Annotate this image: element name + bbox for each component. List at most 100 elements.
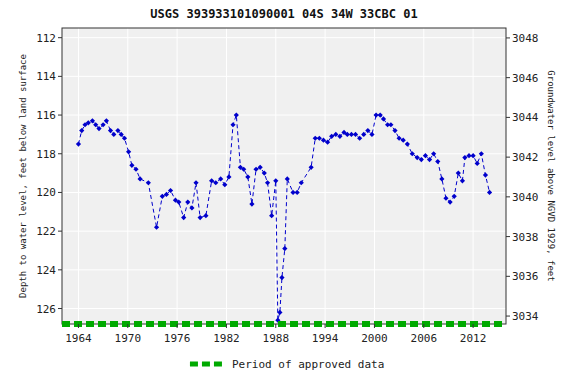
tick-label: 3044 — [512, 111, 539, 124]
tick-label: 2000 — [361, 332, 388, 345]
tick — [177, 324, 178, 328]
marker — [146, 180, 151, 185]
marker — [203, 213, 208, 218]
marker — [419, 157, 424, 162]
marker — [189, 205, 194, 210]
marker — [361, 132, 366, 137]
tick-label: 112 — [36, 32, 56, 45]
marker — [126, 149, 131, 154]
tick-label: 3034 — [512, 310, 539, 323]
tick — [127, 324, 128, 328]
marker — [460, 178, 465, 183]
tick-label: 3046 — [512, 72, 539, 85]
marker — [230, 122, 235, 127]
marker — [111, 132, 116, 137]
marker — [193, 180, 198, 185]
tick — [374, 324, 375, 328]
tick-label: 3040 — [512, 191, 539, 204]
marker — [226, 174, 231, 179]
plot — [76, 112, 492, 322]
marker — [185, 200, 190, 205]
marker — [479, 151, 484, 156]
marker — [410, 151, 415, 156]
grid-line — [177, 28, 178, 324]
marker — [269, 213, 274, 218]
grid — [62, 28, 506, 324]
axis-label: Depth to water level, feet below land su… — [18, 54, 28, 298]
grid-line — [62, 115, 506, 116]
tick — [506, 37, 510, 38]
marker — [431, 151, 436, 156]
legend-label: Period of approved data — [232, 358, 384, 371]
tick-label: 126 — [36, 303, 56, 316]
tick-label: 1988 — [263, 332, 290, 345]
marker — [392, 128, 397, 133]
tick — [58, 308, 62, 309]
tick — [506, 276, 510, 277]
tick-label: 1976 — [164, 332, 191, 345]
marker — [76, 141, 81, 146]
tick — [226, 324, 227, 328]
grid-line — [226, 28, 227, 324]
marker — [218, 176, 223, 181]
grid-line — [423, 28, 424, 324]
tick — [506, 236, 510, 237]
grid-line — [62, 231, 506, 232]
tick — [275, 324, 276, 328]
tick — [58, 231, 62, 232]
marker — [405, 141, 410, 146]
grid-line — [325, 28, 326, 324]
marker — [365, 128, 370, 133]
legend-swatch — [190, 362, 224, 367]
marker — [452, 194, 457, 199]
marker — [435, 159, 440, 164]
grid-line — [78, 28, 79, 324]
marker — [119, 132, 124, 137]
tick — [325, 324, 326, 328]
marker — [90, 118, 95, 123]
frame — [62, 28, 506, 324]
marker — [108, 128, 113, 133]
marker — [198, 215, 203, 220]
grid-line — [62, 37, 506, 38]
marker — [325, 140, 330, 145]
marker — [381, 116, 386, 121]
tick — [58, 269, 62, 270]
tick — [506, 196, 510, 197]
tick-label: 1994 — [312, 332, 339, 345]
axes: 1964197019761982198819942000200620121121… — [36, 32, 539, 345]
marker — [483, 172, 488, 177]
tick-label: 1970 — [115, 332, 142, 345]
marker — [475, 161, 480, 166]
tick — [473, 324, 474, 328]
tick — [78, 324, 79, 328]
marker — [273, 178, 278, 183]
chart: 1964197019761982198819942000200620121121… — [0, 0, 576, 384]
grid-line — [374, 28, 375, 324]
marker — [249, 201, 254, 206]
marker — [213, 180, 218, 185]
plot-area — [62, 28, 506, 324]
tick-label: 3042 — [512, 151, 539, 164]
tick-label: 3036 — [512, 270, 539, 283]
marker — [154, 225, 159, 230]
marker — [138, 176, 143, 181]
marker — [234, 112, 239, 117]
marker — [262, 170, 267, 175]
tick-label: 122 — [36, 225, 56, 238]
tick — [506, 316, 510, 317]
marker — [181, 215, 186, 220]
marker — [258, 165, 263, 170]
tick-label: 120 — [36, 186, 56, 199]
tick — [506, 157, 510, 158]
axis-label: Groundwater level above NGVD 1929, feet — [546, 70, 556, 281]
tick-label: 2006 — [411, 332, 438, 345]
tick-label: 124 — [36, 264, 56, 277]
marker — [168, 188, 173, 193]
tick-label: 118 — [36, 148, 56, 161]
marker — [277, 310, 282, 315]
marker — [115, 128, 120, 133]
tick-label: 2012 — [460, 332, 487, 345]
tick — [58, 153, 62, 154]
grid-line — [62, 76, 506, 77]
